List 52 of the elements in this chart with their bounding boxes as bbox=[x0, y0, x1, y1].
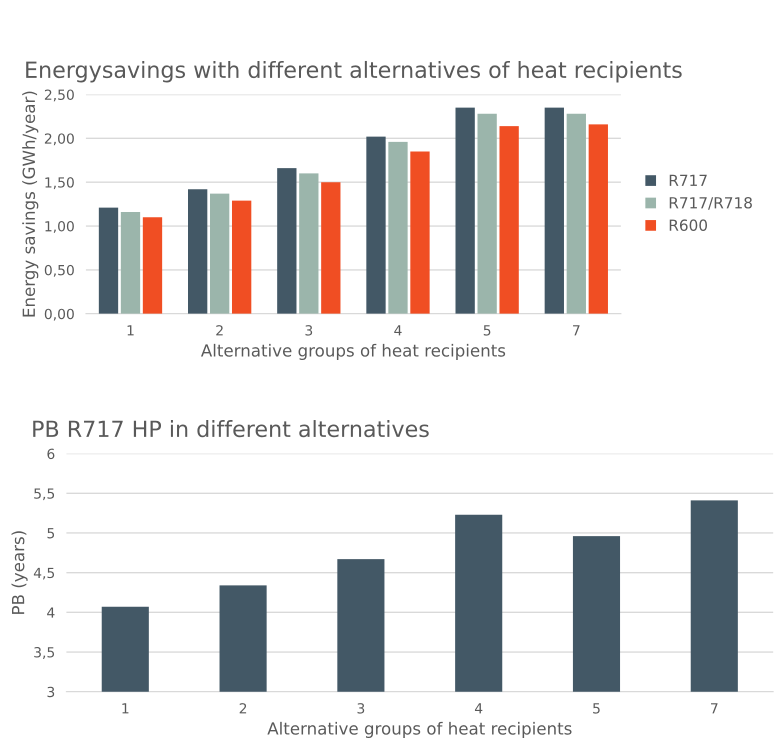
bar bbox=[366, 136, 386, 314]
bar bbox=[544, 108, 564, 314]
bar bbox=[299, 173, 318, 314]
bar bbox=[120, 212, 140, 314]
y-tick-label: 2,00 bbox=[44, 133, 74, 146]
bar bbox=[188, 189, 208, 314]
bar bbox=[588, 124, 608, 314]
y-tick-label: 2,50 bbox=[44, 89, 74, 102]
x-tick-label: 7 bbox=[573, 325, 580, 336]
bar bbox=[232, 200, 252, 314]
bar bbox=[455, 108, 475, 314]
x-tick-label: 5 bbox=[593, 703, 600, 714]
x-tick-label: 2 bbox=[240, 703, 246, 714]
x-tick-label: 3 bbox=[305, 325, 312, 336]
y-tick-label: 5 bbox=[48, 528, 54, 538]
bar bbox=[477, 114, 497, 314]
x-tick-label: 5 bbox=[484, 325, 490, 336]
x-axis-title: Alternative groups of heat recipients bbox=[200, 344, 506, 360]
y-tick-label: 1,00 bbox=[45, 221, 74, 233]
x-tick-label: 2 bbox=[216, 325, 223, 336]
bar bbox=[210, 194, 230, 314]
bar bbox=[98, 208, 118, 314]
bar bbox=[321, 182, 340, 314]
legend-label: R600 bbox=[670, 219, 708, 231]
y-tick-label: 3 bbox=[47, 686, 54, 698]
x-tick-label: 4 bbox=[474, 703, 482, 714]
y-tick-label: 0,00 bbox=[44, 308, 74, 321]
x-tick-label: 7 bbox=[711, 703, 718, 714]
x-tick-label: 1 bbox=[122, 703, 128, 714]
bar bbox=[277, 168, 296, 314]
y-tick-label: 6 bbox=[47, 448, 54, 460]
chart-title: PB R717 HP in different alternatives bbox=[33, 420, 429, 438]
bar bbox=[142, 217, 162, 314]
y-tick-label: 5,5 bbox=[34, 488, 54, 500]
y-tick-label: 0,50 bbox=[44, 264, 74, 277]
bar bbox=[566, 114, 586, 314]
y-tick-label: 1,50 bbox=[45, 177, 74, 190]
bar bbox=[499, 126, 519, 314]
legend-label: R717/R718 bbox=[670, 196, 752, 210]
legend-label: R717 bbox=[670, 174, 707, 186]
bar bbox=[410, 152, 430, 314]
y-tick-label: 4,5 bbox=[34, 568, 54, 580]
chart-title: Energysavings with different alternatives of heat recipients bbox=[26, 60, 682, 82]
bar bbox=[388, 142, 408, 314]
y-tick-label: 4 bbox=[47, 608, 54, 618]
y-axis-title: Energy savings (GWh/year) bbox=[22, 92, 38, 316]
x-tick-label: 3 bbox=[358, 703, 364, 714]
x-tick-label: 4 bbox=[394, 325, 402, 336]
y-tick-label: 3,5 bbox=[34, 647, 54, 659]
y-axis-title: PB (years) bbox=[12, 531, 28, 614]
x-axis-title: Alternative groups of heat recipients bbox=[267, 722, 572, 738]
x-tick-label: 1 bbox=[128, 325, 134, 336]
